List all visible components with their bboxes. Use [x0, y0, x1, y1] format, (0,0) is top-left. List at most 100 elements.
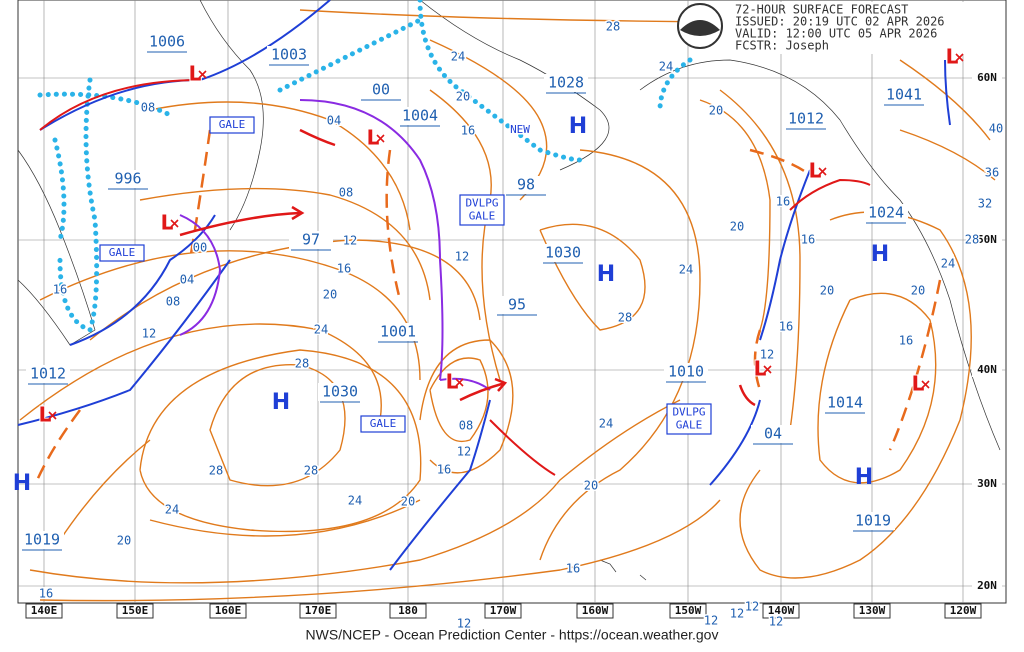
high-center: H — [569, 114, 587, 139]
lon-label: 170E — [305, 604, 332, 617]
isobar-label: 16 — [899, 334, 913, 348]
pressure-label: 98 — [517, 176, 535, 194]
isobar-label: 08 — [339, 186, 353, 200]
isobar-label: 20 — [584, 479, 598, 493]
low-x — [818, 167, 827, 176]
lon-label: 120W — [950, 604, 977, 617]
pressure-label-bg — [359, 81, 403, 99]
low-center: L — [946, 45, 959, 69]
isobar-label: 12 — [769, 615, 783, 629]
lon-label-box — [299, 603, 337, 619]
pressure-label-bg — [504, 176, 548, 194]
isobar-label: 16 — [437, 463, 451, 477]
lon-label-box — [576, 603, 614, 619]
isobar-label: 12 — [343, 234, 357, 248]
pressure-label: 1024 — [868, 204, 904, 222]
lat-label-box — [972, 363, 1002, 377]
isobar-label: 24 — [599, 417, 613, 431]
high-center: H — [597, 262, 615, 287]
isobar-label: 28 — [209, 464, 223, 478]
isobar-label: 12 — [760, 348, 774, 362]
isobar-label: 04 — [327, 114, 341, 128]
warning-box — [360, 415, 406, 433]
pressure-label: 97 — [302, 231, 320, 249]
pressure-label-bg — [541, 244, 585, 262]
isobar-label: 16 — [566, 562, 580, 576]
lon-label: 140W — [768, 604, 795, 617]
header-valid: VALID: 12:00 UTC 05 APR 2026 — [735, 27, 937, 41]
pressure-label: 1001 — [380, 323, 416, 341]
low-x — [198, 70, 207, 79]
isobar-label: 12 — [142, 327, 156, 341]
lat-label: 20N — [977, 579, 997, 592]
lon-label: 150W — [675, 604, 702, 617]
lon-label-box — [853, 603, 891, 619]
isobar-label: 20 — [709, 104, 723, 118]
low-x — [921, 380, 930, 389]
isobar-label: 28 — [618, 311, 632, 325]
lon-label: 140E — [31, 604, 58, 617]
pressure-label: 1010 — [668, 363, 704, 381]
pressure-label: 1030 — [322, 383, 358, 401]
isobar-label: 08 — [166, 295, 180, 309]
header-forecaster: FCSTR: Joseph — [735, 39, 829, 53]
isobar-label: 12 — [457, 445, 471, 459]
pressure-label-bg — [851, 512, 895, 530]
lat-label-box — [972, 233, 1002, 247]
lat-label: 30N — [977, 477, 997, 490]
lat-label: 50N — [977, 233, 997, 246]
pressure-label-bg — [864, 204, 908, 222]
low-center: L — [189, 62, 202, 86]
pressure-label-bg — [495, 296, 539, 314]
isobar-label: 12 — [455, 250, 469, 264]
header-title: 72-HOUR SURFACE FORECAST — [735, 3, 908, 17]
isobar-label: 24 — [679, 263, 693, 277]
isobar-label: 32 — [978, 197, 992, 211]
isobar-label: 28 — [965, 233, 979, 247]
isobar-label: 20 — [911, 284, 925, 298]
footer: NWS/NCEP - Ocean Prediction Center - htt… — [306, 627, 719, 643]
pressure-label-bg — [784, 110, 828, 128]
pressure-label: 1019 — [855, 512, 891, 530]
isobar-label: 08 — [459, 419, 473, 433]
pressure-label-bg — [751, 425, 795, 443]
isobar-label: 16 — [779, 320, 793, 334]
warning-label: DVLPG GALE — [465, 196, 498, 222]
lon-label: 150E — [122, 604, 149, 617]
isobar-label: 20 — [730, 220, 744, 234]
isobar-label: 36 — [985, 166, 999, 180]
header-issued: ISSUED: 20:19 UTC 02 APR 2026 — [735, 15, 945, 29]
lat-label-box — [972, 477, 1002, 491]
lon-label: 130W — [859, 604, 886, 617]
warning-box — [99, 244, 145, 262]
isobar-label: 20 — [117, 534, 131, 548]
isobar-label: 16 — [776, 195, 790, 209]
isobar-label: 24 — [314, 323, 328, 337]
pressure-label-bg — [267, 46, 311, 64]
pressure-label-bg — [398, 107, 442, 125]
low-x — [955, 53, 964, 62]
warning-box — [666, 403, 712, 435]
lon-label: 180 — [398, 604, 418, 617]
note-label: NEW — [510, 123, 530, 136]
pressure-label-bg — [289, 231, 333, 249]
isobar-label: 20 — [401, 495, 415, 509]
low-center: L — [446, 370, 459, 394]
pressure-label-bg — [823, 394, 867, 412]
isobar-label: 16 — [337, 262, 351, 276]
header-box — [730, 2, 1005, 54]
low-x — [170, 219, 179, 228]
isobar-label: 12 — [730, 607, 744, 621]
isobar-label: 20 — [323, 288, 337, 302]
warning-box — [459, 194, 505, 226]
warning-label: GALE — [370, 417, 397, 430]
warning-label: GALE — [219, 118, 246, 131]
low-center: L — [39, 403, 52, 427]
high-center: H — [272, 390, 290, 415]
lon-label-box — [209, 603, 247, 619]
fronts — [17, 0, 951, 571]
pressure-label-bg — [26, 365, 70, 383]
isobar-label: 24 — [941, 257, 955, 271]
warning-label: DVLPG GALE — [672, 405, 705, 431]
